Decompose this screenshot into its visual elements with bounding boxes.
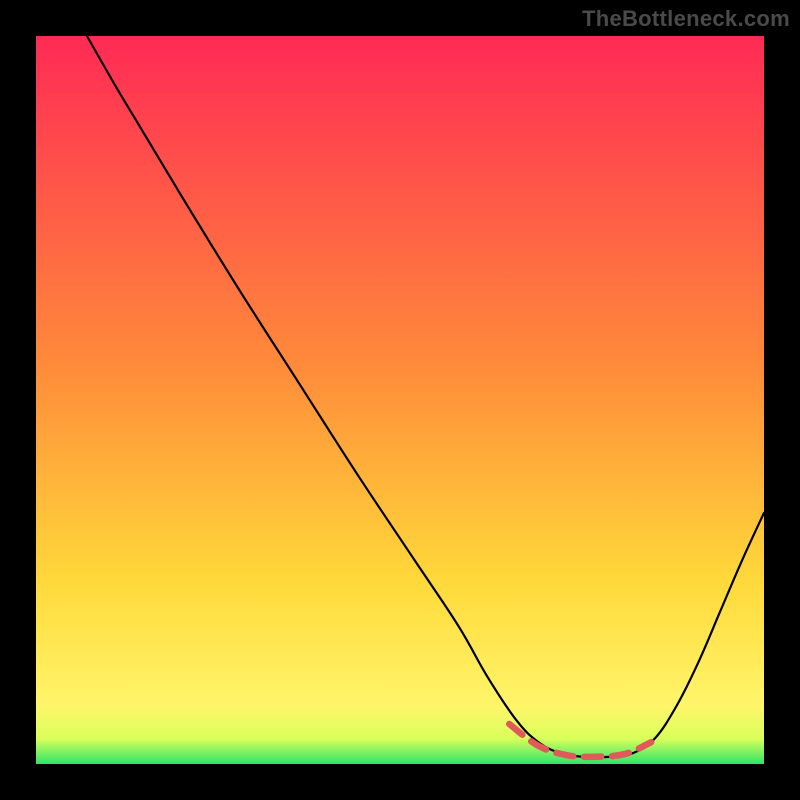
- optimal-range-dash: [509, 724, 651, 757]
- bottleneck-curve: [87, 36, 764, 757]
- plot-area: [36, 36, 764, 764]
- watermark-text: TheBottleneck.com: [582, 6, 790, 32]
- figure-root: TheBottleneck.com: [0, 0, 800, 800]
- curve-layer: [36, 36, 764, 764]
